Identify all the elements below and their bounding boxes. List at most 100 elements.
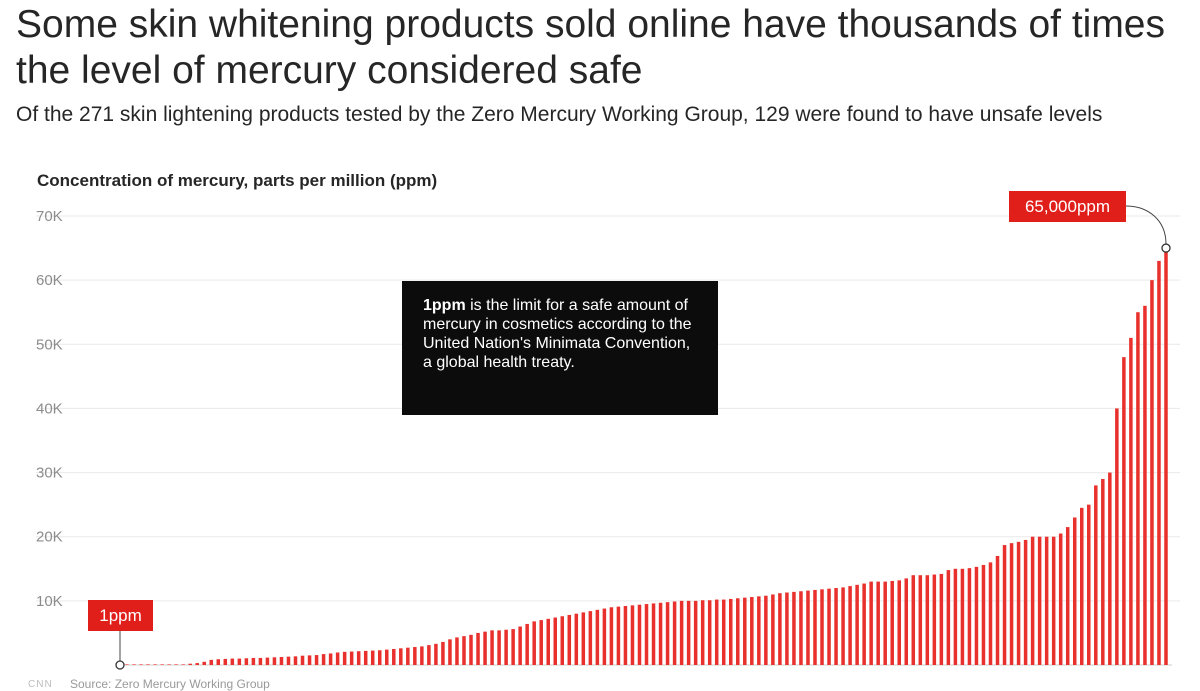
y-tick-layer: 10K 20K 30K 40K 50K 60K 70K	[36, 208, 63, 610]
bar	[300, 655, 305, 665]
bar	[174, 664, 178, 665]
y-tick-label: 60K	[36, 272, 63, 289]
bar	[1072, 517, 1077, 665]
bar	[637, 604, 642, 665]
bar	[841, 587, 845, 665]
bar	[1044, 536, 1049, 665]
y-tick-label: 70K	[36, 208, 63, 225]
bar	[314, 655, 319, 665]
bar	[448, 639, 452, 665]
bar	[827, 588, 831, 665]
annotation-box-65000ppm	[1009, 191, 1126, 222]
annotation-label-1ppm: 1ppm	[99, 606, 142, 625]
bar	[216, 659, 221, 665]
bar	[188, 663, 192, 665]
bar	[981, 564, 986, 665]
bar	[532, 621, 536, 665]
bar	[455, 637, 459, 665]
bar	[672, 601, 677, 665]
bar	[862, 583, 866, 665]
bar	[967, 568, 972, 665]
bar	[553, 617, 557, 665]
y-tick-label: 20K	[36, 529, 63, 546]
annotation-marker-1ppm	[115, 660, 125, 670]
bar	[806, 590, 810, 665]
bar	[595, 609, 600, 665]
bar	[1087, 504, 1091, 665]
bar	[1051, 536, 1056, 665]
bar	[153, 664, 157, 665]
bar	[778, 593, 782, 665]
bar	[483, 631, 487, 665]
bar	[321, 654, 326, 665]
bar	[602, 608, 607, 665]
bar	[750, 597, 754, 665]
bar	[272, 657, 277, 665]
bar	[1136, 312, 1140, 665]
bar	[139, 664, 143, 665]
bar	[834, 588, 838, 665]
y-tick-label: 40K	[36, 400, 63, 417]
bar	[370, 650, 375, 665]
bar	[995, 555, 1000, 665]
bar	[146, 664, 150, 665]
bar	[567, 614, 572, 665]
bar	[265, 657, 270, 665]
bar	[223, 658, 228, 665]
bar	[729, 598, 733, 665]
page-subtitle: Of the 271 skin lightening products test…	[16, 103, 1103, 126]
bar	[1094, 485, 1098, 665]
bar	[939, 573, 944, 665]
bar	[328, 653, 333, 665]
bar	[1164, 248, 1168, 665]
bar	[665, 602, 670, 665]
bar	[1058, 533, 1063, 665]
page-title: Some skin whitening products sold online…	[16, 3, 1165, 92]
bar	[349, 651, 354, 665]
bar	[925, 575, 930, 665]
bar	[441, 641, 445, 665]
bar	[1080, 507, 1084, 665]
bar	[413, 647, 417, 665]
bar-layer	[118, 248, 1168, 665]
bar	[1157, 260, 1161, 665]
bar	[307, 655, 312, 665]
bar	[335, 652, 340, 665]
bar	[293, 656, 298, 665]
bar	[736, 598, 740, 665]
bar	[876, 581, 880, 665]
bar	[771, 594, 775, 665]
y-tick-label: 30K	[36, 465, 63, 482]
bar	[855, 584, 859, 665]
bar	[581, 612, 586, 665]
bar	[799, 591, 803, 665]
bar	[988, 562, 993, 665]
bar	[883, 581, 887, 665]
bar	[623, 605, 628, 665]
bar	[792, 591, 796, 665]
bar	[202, 661, 206, 665]
bar	[897, 580, 901, 665]
bar	[181, 664, 185, 665]
annotation-label-65000ppm: 65,000ppm	[1025, 197, 1110, 216]
bar	[377, 650, 382, 665]
bar	[1101, 478, 1105, 665]
bar	[476, 632, 480, 665]
bar	[518, 626, 522, 665]
bar	[651, 603, 656, 665]
bar	[1115, 408, 1119, 665]
bar	[707, 600, 712, 665]
bar	[539, 620, 543, 665]
bar	[399, 648, 403, 665]
bar	[209, 659, 214, 665]
bar	[363, 650, 368, 665]
bar	[869, 581, 873, 665]
bar	[1009, 543, 1014, 665]
bar	[560, 616, 565, 665]
minamata-note-box: 1ppm is the limit for a safe amount of m…	[402, 281, 718, 415]
source-note: Source: Zero Mercury Working Group	[70, 677, 270, 691]
bar	[342, 651, 347, 665]
bar	[546, 618, 550, 665]
bar	[574, 613, 579, 665]
annotation-box-1ppm	[88, 600, 153, 631]
